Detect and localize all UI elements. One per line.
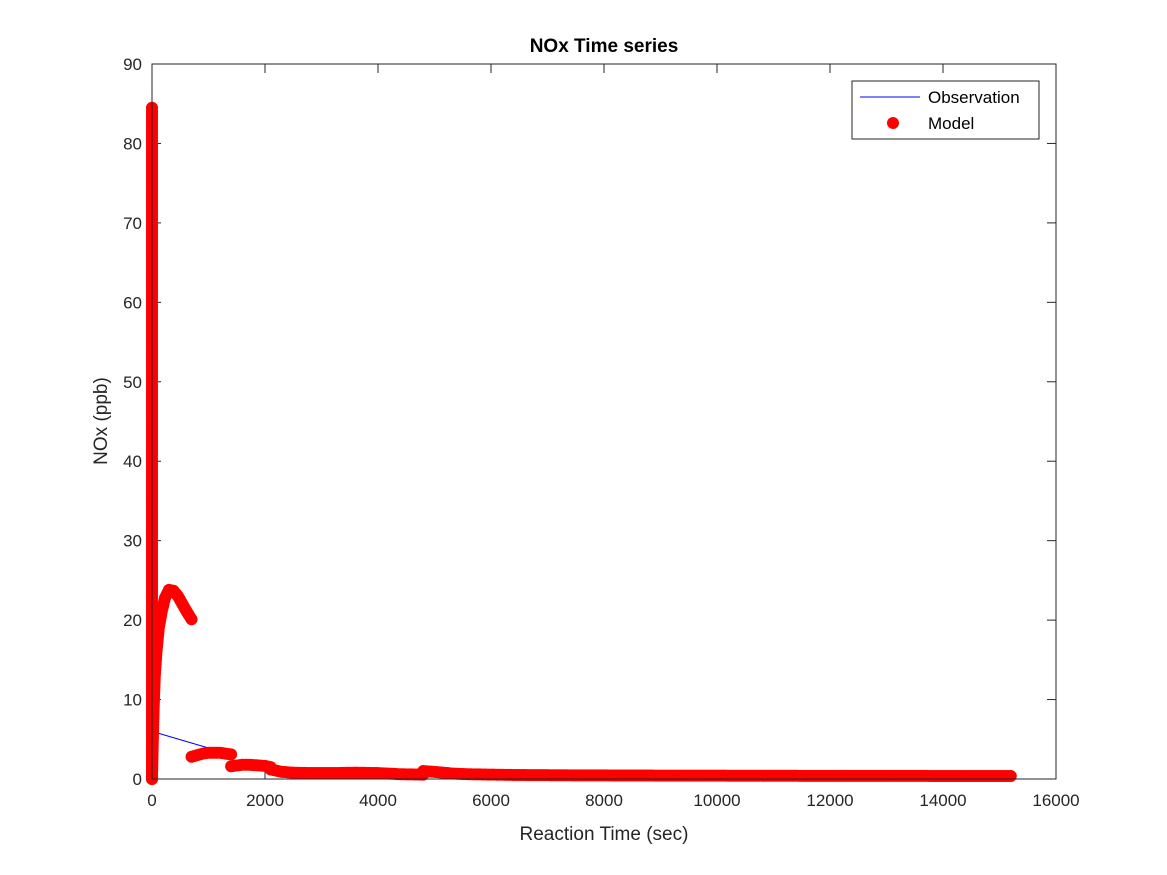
x-tick-label-5: 10000: [693, 791, 740, 810]
y-tick-label-3: 30: [123, 532, 142, 551]
legend-model-marker: [887, 117, 899, 129]
x-tick-label-7: 14000: [919, 791, 966, 810]
legend-observation-label: Observation: [928, 88, 1020, 107]
x-tick-label-3: 6000: [472, 791, 510, 810]
legend-box: [851, 80, 1040, 140]
x-axis-label: Reaction Time (sec): [520, 824, 689, 845]
y-tick-label-0: 0: [133, 770, 142, 789]
y-tick-label-4: 40: [123, 452, 142, 471]
plot-frame: [151, 63, 1057, 780]
y-tick-label-8: 80: [123, 134, 142, 153]
y-tick-label-1: 10: [123, 691, 142, 710]
legend-model-label: Model: [928, 114, 974, 133]
y-tick-label-7: 70: [123, 214, 142, 233]
model-point-334: [225, 748, 238, 761]
observation-series: [151, 730, 209, 749]
x-tick-label-2: 4000: [359, 791, 397, 810]
x-tick-label-6: 12000: [806, 791, 853, 810]
y-tick-label-6: 60: [123, 293, 142, 312]
x-tick-label-4: 8000: [585, 791, 623, 810]
x-tick-label-1: 2000: [246, 791, 284, 810]
y-tick-labels: 0 10 20 30 40 50 60 70 80 90: [123, 55, 142, 789]
plot-area: [152, 64, 1056, 779]
x-tick-label-8: 16000: [1032, 791, 1079, 810]
y-tick-label-9: 90: [123, 55, 142, 74]
y-axis-label: NOx (ppb): [91, 377, 112, 465]
model-point-319: [185, 613, 198, 626]
legend: Observation Model: [851, 80, 1040, 140]
chart-title: NOx Time series: [530, 36, 679, 57]
y-tick-label-2: 20: [123, 611, 142, 630]
x-tick-labels: 0 2000 4000 6000 8000 10000 12000 14000 16000: [147, 791, 1079, 810]
x-tick-label-0: 0: [147, 791, 156, 810]
y-tick-label-5: 50: [123, 373, 142, 392]
model-point-613: [1004, 770, 1017, 783]
observation-line: [151, 730, 209, 749]
